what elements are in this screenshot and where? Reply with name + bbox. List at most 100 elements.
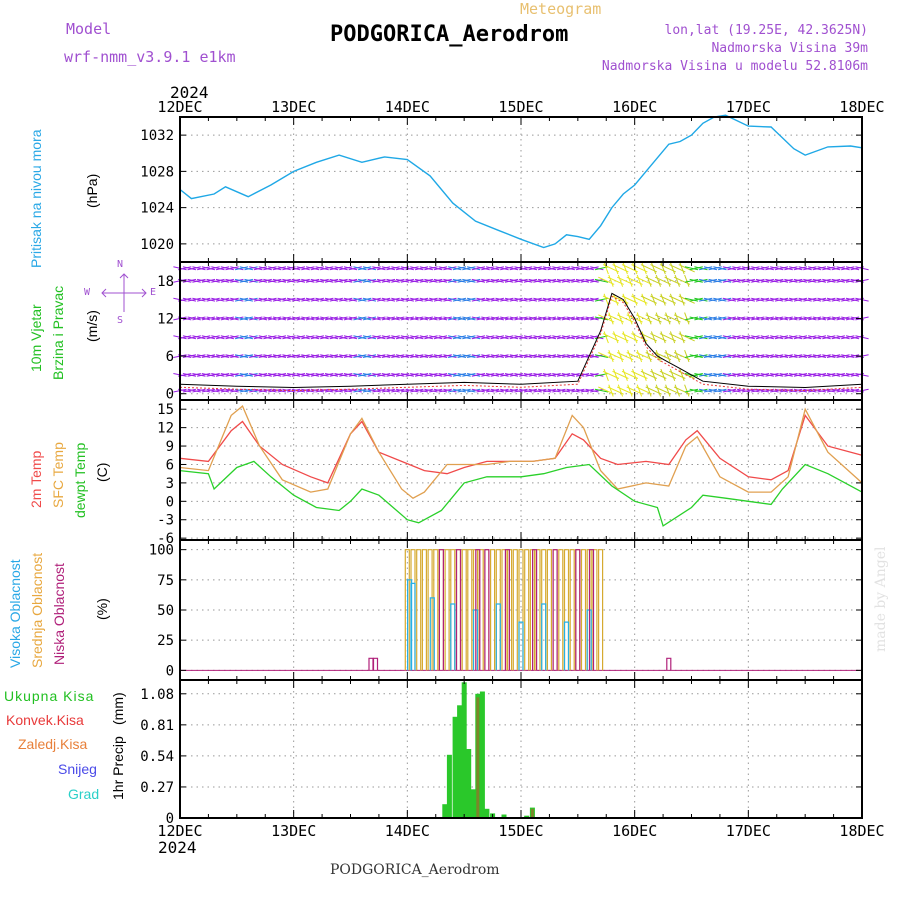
wind-barb [405,316,419,321]
wind-barb [466,266,481,271]
wind-barb [296,297,310,302]
wind-barb [722,266,737,271]
wind-barb [320,335,334,340]
wind-barb [788,266,803,271]
wind-barb [519,388,533,393]
wind-barb [495,335,509,340]
wind-barb [234,266,249,271]
wind-barb [708,354,722,358]
wind-barb [684,266,699,271]
wind-barb [641,331,647,344]
wind-barb [357,316,372,321]
wind-barb [211,388,225,393]
wind-barb [533,278,547,283]
wind-barb [708,266,722,271]
wind-barb [684,335,699,340]
wind-barb [452,373,467,377]
wind-barb [694,388,708,393]
wind-barb [376,297,391,302]
wind-barb [391,354,405,358]
wind-barb [741,373,756,377]
wind-barb [812,297,827,302]
wind-barb [291,316,306,321]
wind-barb [669,331,676,344]
wind-barb [514,297,528,302]
wind-barb [514,388,528,393]
wind-barb [187,335,201,340]
wind-barb [500,266,514,271]
wind-barb [182,266,197,271]
wind-barb [760,266,775,271]
wind-barb [812,373,827,377]
x-tick-label-top: 16DEC [612,98,657,116]
wind-barb [741,278,756,283]
wind-barb [519,354,533,358]
wind-barb [566,297,580,302]
wind-barb [447,266,462,271]
wind-barb [367,278,381,283]
cloud-mid-bar [404,549,410,671]
wind-barb [542,373,557,377]
wind-barb [457,373,471,377]
wind-barb [357,278,372,283]
temp-unit: (C) [94,462,110,482]
wind-barb [192,354,206,358]
wind-barb [301,373,315,377]
wind-barb [376,335,391,340]
wind-barb [443,354,457,358]
wind-barb [329,316,344,321]
wind-barb [452,316,467,321]
wind-barb [324,388,339,393]
wind-barb [793,278,808,283]
wind-barb [580,388,595,393]
wind-barb [244,266,258,271]
wind-barb [845,354,860,358]
wind-barb [784,335,798,340]
x-tick-label-bottom: 14DEC [385,822,430,840]
y-tick-label: 0 [166,494,174,510]
compass-north: N [117,259,124,270]
compass-south: S [117,315,124,326]
wind-barb [485,297,500,302]
wind-barb [689,388,703,393]
wind-barb [774,354,789,358]
wind-barb [277,316,291,321]
wind-barb [481,266,495,271]
wind-barb [798,354,812,358]
wind-barb [239,266,254,271]
wind-barb [566,388,580,393]
wind-barb [305,266,320,271]
wind-barb [736,297,751,302]
wind-barb [500,373,514,377]
wind-barb [476,266,490,271]
wind-barb [443,373,457,377]
wind-barb [713,266,727,271]
y-tick-label: 1028 [140,164,174,180]
wind-barb [632,368,638,381]
wind-barb [225,388,239,393]
wind-barb [310,297,325,302]
wind-barb [713,354,727,358]
wind-barb [679,331,685,344]
wind-barb [765,297,779,302]
wind-barb [381,266,396,271]
wind-barb [433,388,448,393]
wind-barb [433,373,448,377]
wind-barb [703,297,718,302]
wind-barb [296,354,310,358]
wind-barb [556,354,571,358]
wind-barb [419,266,434,271]
wind-barb [495,373,509,377]
wind-barb [784,278,798,283]
wind-barb [779,316,793,321]
wind-barb [301,354,315,358]
wind-barb [519,278,533,283]
wind-barb [561,388,576,393]
pressure-line [179,114,863,249]
wind-barb [424,266,438,271]
wind-barb [258,373,272,377]
wind-barb [267,278,282,283]
temp-dewpt-line [179,460,863,527]
wind-barb [542,297,557,302]
y-tick-label: -6 [157,531,174,547]
